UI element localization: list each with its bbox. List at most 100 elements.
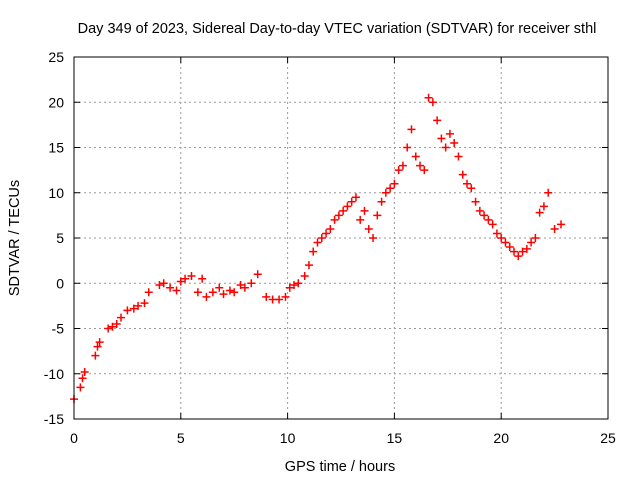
y-tick-label: -15	[44, 411, 64, 427]
data-point	[108, 322, 117, 331]
x-tick-label: 10	[280, 430, 296, 446]
data-point	[416, 161, 425, 170]
data-point	[304, 261, 313, 270]
data-point	[373, 211, 382, 220]
x-tick-label: 0	[70, 430, 78, 446]
data-point	[377, 197, 386, 206]
data-point	[394, 166, 403, 175]
data-point	[480, 211, 489, 220]
data-point	[181, 274, 190, 283]
data-point	[539, 202, 548, 211]
data-point	[484, 215, 493, 224]
y-tick-label: 25	[48, 49, 64, 65]
data-point	[155, 281, 164, 290]
data-point	[428, 98, 437, 107]
data-point	[140, 299, 149, 308]
data-point	[253, 270, 262, 279]
x-tick-label: 15	[387, 430, 403, 446]
data-point	[300, 272, 309, 281]
data-point	[386, 184, 395, 193]
data-point	[360, 206, 369, 215]
data-point	[364, 224, 373, 233]
y-tick-label: -10	[44, 366, 64, 382]
data-point	[381, 188, 390, 197]
data-point	[454, 152, 463, 161]
data-points	[70, 93, 566, 404]
data-point	[159, 279, 168, 288]
data-point	[104, 324, 113, 333]
data-point	[80, 367, 89, 376]
data-point	[424, 93, 433, 102]
data-point	[116, 313, 125, 322]
data-point	[313, 238, 322, 247]
data-point	[176, 277, 185, 286]
data-point	[123, 306, 132, 315]
data-point	[343, 202, 352, 211]
data-point	[193, 288, 202, 297]
data-point	[309, 247, 318, 256]
data-point	[488, 220, 497, 229]
data-point	[356, 215, 365, 224]
grid-lines	[74, 57, 608, 419]
data-point	[330, 215, 339, 224]
x-tick-label: 25	[600, 430, 616, 446]
data-point	[187, 272, 196, 281]
data-point	[78, 374, 87, 383]
y-tick-label: 10	[48, 185, 64, 201]
data-point	[91, 351, 100, 360]
data-point	[326, 224, 335, 233]
data-point	[527, 238, 536, 247]
data-point	[172, 286, 181, 295]
data-point	[144, 288, 153, 297]
data-point	[450, 138, 459, 147]
data-point	[247, 279, 256, 288]
data-point	[411, 152, 420, 161]
data-point	[407, 125, 416, 134]
x-axis-ticks: 0 5 10 15 20 25	[70, 57, 616, 446]
x-tick-label: 5	[177, 430, 185, 446]
data-point	[322, 229, 331, 238]
data-point	[198, 274, 207, 283]
y-axis-ticks: -15 -10 -5 0 5 10 15 20 25	[44, 49, 608, 427]
data-point	[275, 295, 284, 304]
data-point	[347, 197, 356, 206]
y-tick-label: -5	[52, 321, 65, 337]
data-point	[403, 143, 412, 152]
y-tick-label: 20	[48, 94, 64, 110]
data-point	[334, 211, 343, 220]
data-point	[441, 143, 450, 152]
x-tick-label: 20	[493, 430, 509, 446]
data-point	[550, 224, 559, 233]
x-axis-label: GPS time / hours	[285, 459, 395, 475]
y-axis-label: SDTVAR / TECUs	[7, 180, 23, 296]
data-point	[557, 220, 566, 229]
data-point	[112, 319, 121, 328]
data-point	[93, 342, 102, 351]
data-point	[535, 208, 544, 217]
data-point	[290, 281, 299, 290]
data-point	[398, 161, 407, 170]
data-point	[219, 290, 228, 299]
data-point	[351, 193, 360, 202]
data-point	[281, 292, 290, 301]
data-point	[492, 229, 501, 238]
data-point	[458, 170, 467, 179]
data-point	[208, 288, 217, 297]
y-tick-label: 15	[48, 140, 64, 156]
data-point	[166, 283, 175, 292]
data-point	[129, 304, 138, 313]
data-point	[505, 243, 514, 252]
y-tick-label: 5	[56, 230, 64, 246]
data-point	[390, 179, 399, 188]
y-tick-label: 0	[56, 275, 64, 291]
data-point	[225, 286, 234, 295]
data-point	[467, 184, 476, 193]
data-point	[240, 283, 249, 292]
data-point	[514, 252, 523, 261]
data-point	[433, 116, 442, 125]
data-point	[471, 197, 480, 206]
data-point	[262, 292, 271, 301]
data-point	[339, 206, 348, 215]
data-point	[236, 281, 245, 290]
